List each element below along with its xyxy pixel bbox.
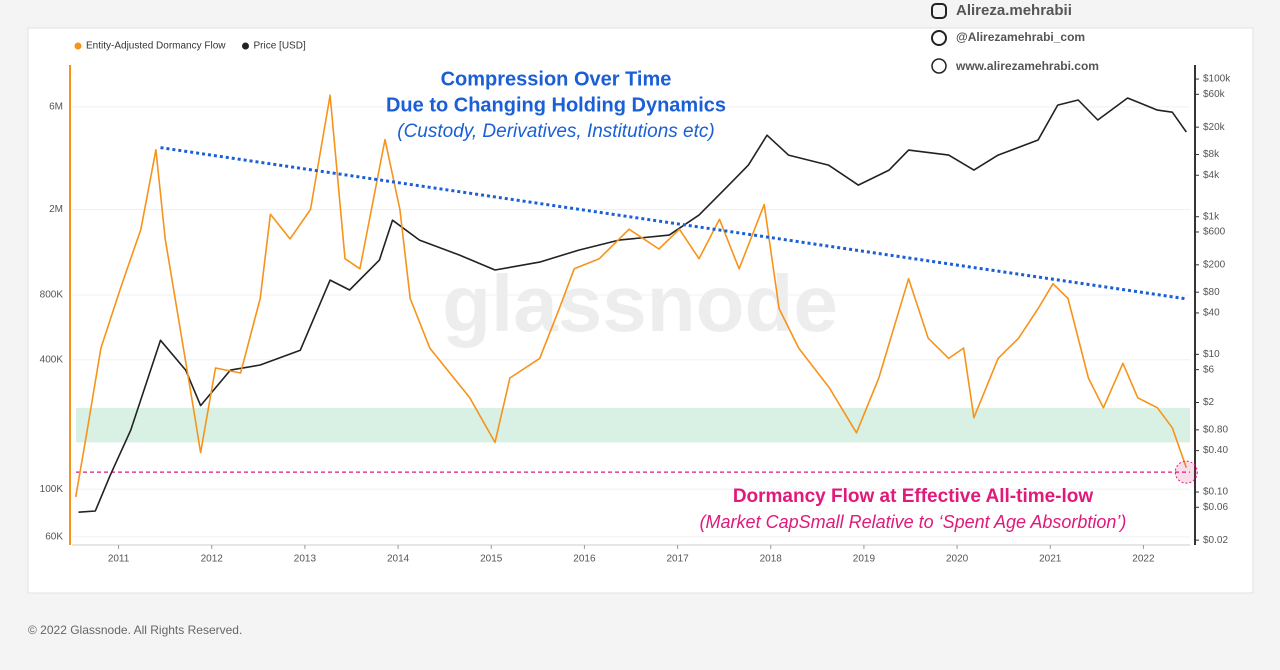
- x-tick-label: 2017: [666, 554, 689, 565]
- telegram-icon: [931, 30, 947, 46]
- y-tick-label: 2M: [49, 204, 63, 215]
- x-tick-label: 2022: [1132, 554, 1155, 565]
- y2-tick-label: $60k: [1203, 89, 1226, 100]
- y2-tick-label: $6: [1203, 364, 1215, 375]
- y2-tick-label: $0.10: [1203, 487, 1228, 498]
- footer: © 2022 Glassnode. All Rights Reserved.: [28, 623, 242, 637]
- x-tick-label: 2020: [946, 554, 969, 565]
- x-tick-label: 2016: [573, 554, 596, 565]
- y2-tick-label: $0.40: [1203, 445, 1228, 456]
- annotation-title: Compression Over Time: [441, 68, 672, 90]
- legend-swatch: [242, 42, 249, 50]
- x-tick-label: 2021: [1039, 554, 1062, 565]
- y2-tick-label: $0.80: [1203, 425, 1228, 436]
- low-marker: [1174, 460, 1198, 484]
- trend-line: [160, 146, 1186, 301]
- y2-tick-label: $10: [1203, 349, 1220, 360]
- credit: @Alirezamehrabi_com: [956, 30, 1085, 44]
- series-line: [74, 94, 1188, 498]
- y2-tick-label: $600: [1203, 227, 1226, 238]
- y2-tick-label: $40: [1203, 308, 1220, 319]
- legend-label: Entity-Adjusted Dormancy Flow: [86, 41, 226, 52]
- range-band: [76, 407, 1190, 443]
- y2-tick-label: $8k: [1203, 149, 1220, 160]
- y2-tick-label: $100k: [1203, 74, 1231, 85]
- annotation-title: Due to Changing Holding Dynamics: [386, 94, 726, 116]
- instagram-icon: [931, 3, 947, 19]
- x-tick-label: 2011: [108, 554, 130, 565]
- x-tick-label: 2015: [480, 554, 503, 565]
- y2-tick-label: $0.06: [1203, 502, 1228, 513]
- y-tick-label: 800K: [40, 290, 64, 301]
- x-tick-label: 2018: [760, 554, 783, 565]
- x-tick-label: 2014: [387, 554, 410, 565]
- legend-label: Price [USD]: [254, 41, 306, 52]
- annotation-note: (Custody, Derivatives, Institutions etc): [397, 121, 714, 142]
- y2-tick-label: $2: [1203, 397, 1215, 408]
- y-tick-label: 60K: [45, 532, 63, 543]
- y2-tick-label: $1k: [1203, 211, 1220, 222]
- web-icon: [931, 58, 947, 74]
- annotation-note: (Market CapSmall Relative to ‘Spent Age …: [700, 512, 1127, 532]
- x-tick-label: 2019: [853, 554, 876, 565]
- credit: Alireza.mehrabii: [956, 2, 1072, 19]
- y-tick-label: 100K: [40, 484, 64, 495]
- x-tick-label: 2012: [201, 554, 224, 565]
- y2-tick-label: $4k: [1203, 170, 1220, 181]
- annotation-title: Dormancy Flow at Effective All-time-low: [733, 486, 1094, 507]
- y2-tick-label: $0.02: [1203, 535, 1228, 546]
- watermark: glassnode: [442, 259, 838, 348]
- x-tick-label: 2013: [294, 554, 317, 565]
- y-tick-label: 400K: [40, 354, 64, 365]
- credit: www.alirezamehrabi.com: [955, 59, 1099, 73]
- y2-tick-label: $20k: [1203, 122, 1226, 133]
- y2-tick-label: $200: [1203, 259, 1226, 270]
- series-line: [78, 97, 1187, 513]
- y2-tick-label: $80: [1203, 287, 1220, 298]
- credits: Alireza.mehrabii @Alirezamehrabi_com www…: [931, 2, 1099, 74]
- legend-swatch: [74, 42, 82, 50]
- y-tick-label: 6M: [49, 102, 63, 113]
